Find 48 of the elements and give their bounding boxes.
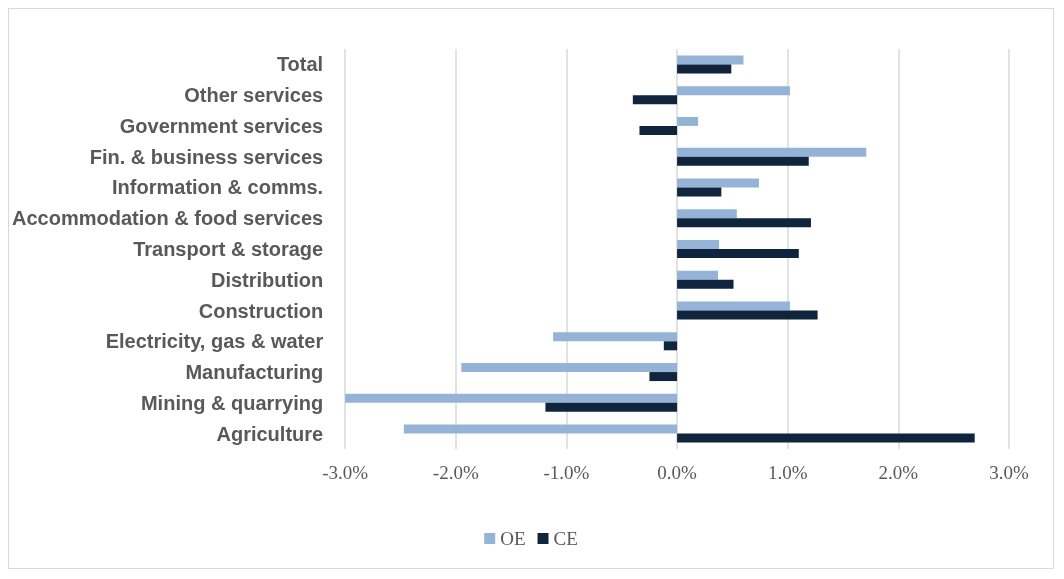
- y-tick-label: Transport & storage: [133, 238, 324, 260]
- bar: [553, 332, 678, 342]
- bar: [677, 86, 790, 96]
- bar: [545, 402, 678, 412]
- bar: [677, 64, 732, 74]
- bar: [677, 147, 867, 157]
- y-tick-label: Agriculture: [216, 422, 324, 445]
- x-tick-label: -1.0%: [543, 462, 590, 483]
- bar: [677, 156, 809, 166]
- bar: [677, 218, 811, 228]
- bar: [677, 187, 722, 197]
- x-tick-label: 3.0%: [989, 462, 1029, 483]
- bar: [677, 301, 790, 311]
- bar: [677, 249, 799, 258]
- bar: [677, 178, 759, 188]
- y-tick-label: Manufacturing: [185, 361, 324, 384]
- bar: [639, 125, 678, 135]
- x-tick-label: 2.0%: [878, 462, 919, 483]
- x-tick-label: 1.0%: [767, 462, 808, 483]
- bar: [677, 55, 744, 65]
- y-tick-label: Total: [276, 53, 324, 76]
- y-tick-label: Other services: [184, 84, 324, 107]
- bar: [461, 363, 678, 373]
- bar: [677, 270, 719, 280]
- bar: [649, 372, 678, 382]
- bar: [677, 433, 975, 443]
- bar: [677, 116, 699, 126]
- y-tick-label: Fin. & business services: [89, 145, 324, 168]
- legend-label: OE: [500, 528, 526, 549]
- bar: [403, 424, 678, 434]
- bar: [677, 279, 734, 289]
- y-tick-label: Accommodation & food services: [11, 207, 324, 230]
- x-tick-label: -3.0%: [322, 462, 369, 483]
- y-tick-label: Mining & quarrying: [140, 391, 324, 414]
- bar: [677, 310, 818, 320]
- bar: [677, 209, 737, 219]
- y-tick-label: Electricity, gas & water: [105, 330, 324, 353]
- y-tick-label: Information & comms.: [112, 176, 324, 199]
- bar: [663, 341, 678, 351]
- bar: [632, 95, 678, 105]
- legend-label: CE: [553, 528, 578, 549]
- y-tick-label: Distribution: [210, 268, 324, 291]
- x-tick-label: 0.0%: [657, 462, 698, 483]
- y-tick-label: Construction: [198, 299, 324, 322]
- x-tick-label: -2.0%: [432, 462, 479, 483]
- bar: [345, 393, 678, 403]
- bar: [677, 240, 720, 249]
- y-tick-label: Government services: [119, 114, 324, 137]
